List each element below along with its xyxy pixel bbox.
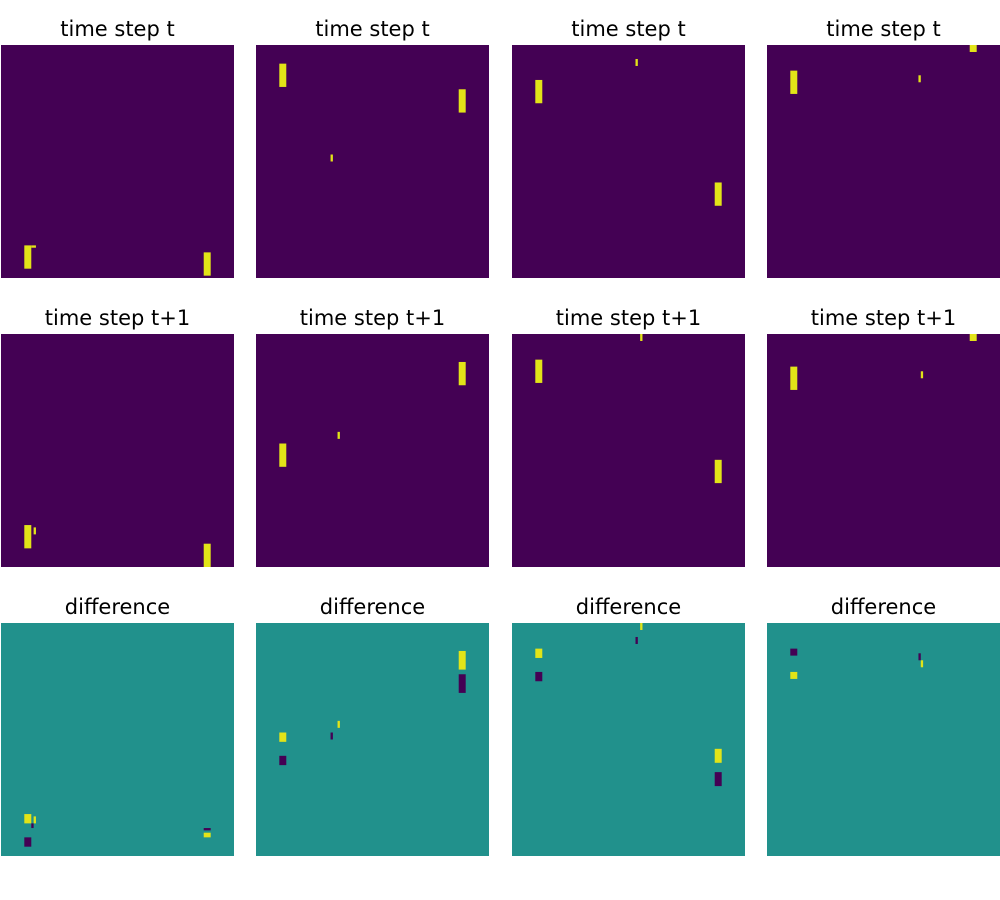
object-cell — [24, 525, 32, 549]
diff-positive-cell — [640, 623, 643, 630]
panel-r2-c2: time step t+1 — [256, 306, 489, 567]
diff-negative-cell — [918, 653, 921, 661]
diff-positive-cell — [203, 832, 211, 838]
panel-r3-c3: difference — [512, 595, 745, 856]
panel-background — [256, 334, 489, 567]
diff-negative-cell — [458, 674, 466, 693]
object-cell — [337, 431, 340, 439]
diff-negative-cell — [635, 636, 638, 644]
panel-r3-c4: difference — [767, 595, 1000, 856]
object-cell — [635, 58, 638, 66]
panel-r2-c4: time step t+1 — [767, 306, 1000, 567]
diff-positive-cell — [24, 814, 32, 824]
panel-r1-c4: time step t — [767, 17, 1000, 278]
panel-background — [1, 623, 234, 856]
panel-title: time step t+1 — [811, 306, 956, 330]
object-cell — [920, 371, 924, 379]
object-cell — [203, 543, 211, 567]
object-cell — [790, 366, 798, 390]
diff-positive-cell — [714, 748, 722, 763]
object-cell — [640, 334, 643, 341]
diff-positive-cell — [458, 650, 466, 670]
object-cell — [279, 63, 287, 87]
panel-r3-c1: difference — [1, 595, 234, 856]
panel-title: difference — [65, 595, 170, 619]
object-cell — [714, 459, 722, 484]
panel-title: time step t — [60, 17, 174, 41]
panel-background — [1, 45, 234, 278]
panel-title: time step t+1 — [300, 306, 445, 330]
panel-title: difference — [320, 595, 425, 619]
panel-background — [256, 45, 489, 278]
panel-title: difference — [576, 595, 681, 619]
panel-background — [256, 623, 489, 856]
panel-r2-c1: time step t+1 — [1, 306, 234, 567]
diff-positive-cell — [790, 671, 798, 679]
panel-background — [767, 45, 1000, 278]
object-cell — [714, 182, 722, 206]
diff-negative-cell — [330, 732, 333, 740]
object-cell — [918, 75, 921, 83]
object-cell — [535, 79, 543, 104]
panel-title: difference — [831, 595, 936, 619]
diff-negative-cell — [31, 823, 34, 829]
object-cell — [33, 527, 36, 535]
panel-background — [512, 623, 745, 856]
object-cell — [458, 89, 466, 113]
panel-title: time step t+1 — [45, 306, 190, 330]
panel-background — [767, 623, 1000, 856]
object-cell — [279, 443, 287, 467]
object-cell — [535, 359, 543, 383]
object-cell — [24, 245, 32, 269]
diff-positive-cell — [279, 732, 287, 742]
panel-background — [512, 334, 745, 567]
panel-r1-c2: time step t — [256, 17, 489, 278]
diff-negative-cell — [535, 671, 543, 682]
diff-positive-cell — [33, 816, 36, 824]
panel-title: time step t+1 — [556, 306, 701, 330]
panel-background — [512, 45, 745, 278]
diff-negative-cell — [279, 755, 287, 766]
panel-r1-c3: time step t — [512, 17, 745, 278]
object-cell — [31, 245, 36, 248]
object-cell — [330, 154, 333, 162]
panel-background — [1, 334, 234, 567]
panel-title: time step t — [315, 17, 429, 41]
object-cell — [203, 252, 211, 276]
object-cell — [790, 70, 798, 94]
diff-positive-cell — [337, 720, 340, 728]
panel-title: time step t — [571, 17, 685, 41]
diff-positive-cell — [535, 648, 543, 658]
panel-r2-c3: time step t+1 — [512, 306, 745, 567]
panel-title: time step t — [826, 17, 940, 41]
object-cell — [969, 334, 977, 341]
object-cell — [458, 361, 466, 386]
diff-negative-cell — [203, 828, 211, 831]
panel-r3-c2: difference — [256, 595, 489, 856]
diff-positive-cell — [920, 660, 924, 668]
diff-negative-cell — [714, 772, 722, 787]
diff-negative-cell — [790, 648, 798, 656]
diff-negative-cell — [24, 837, 32, 847]
object-cell — [969, 45, 977, 52]
panel-r1-c1: time step t — [1, 17, 234, 278]
panel-background — [767, 334, 1000, 567]
